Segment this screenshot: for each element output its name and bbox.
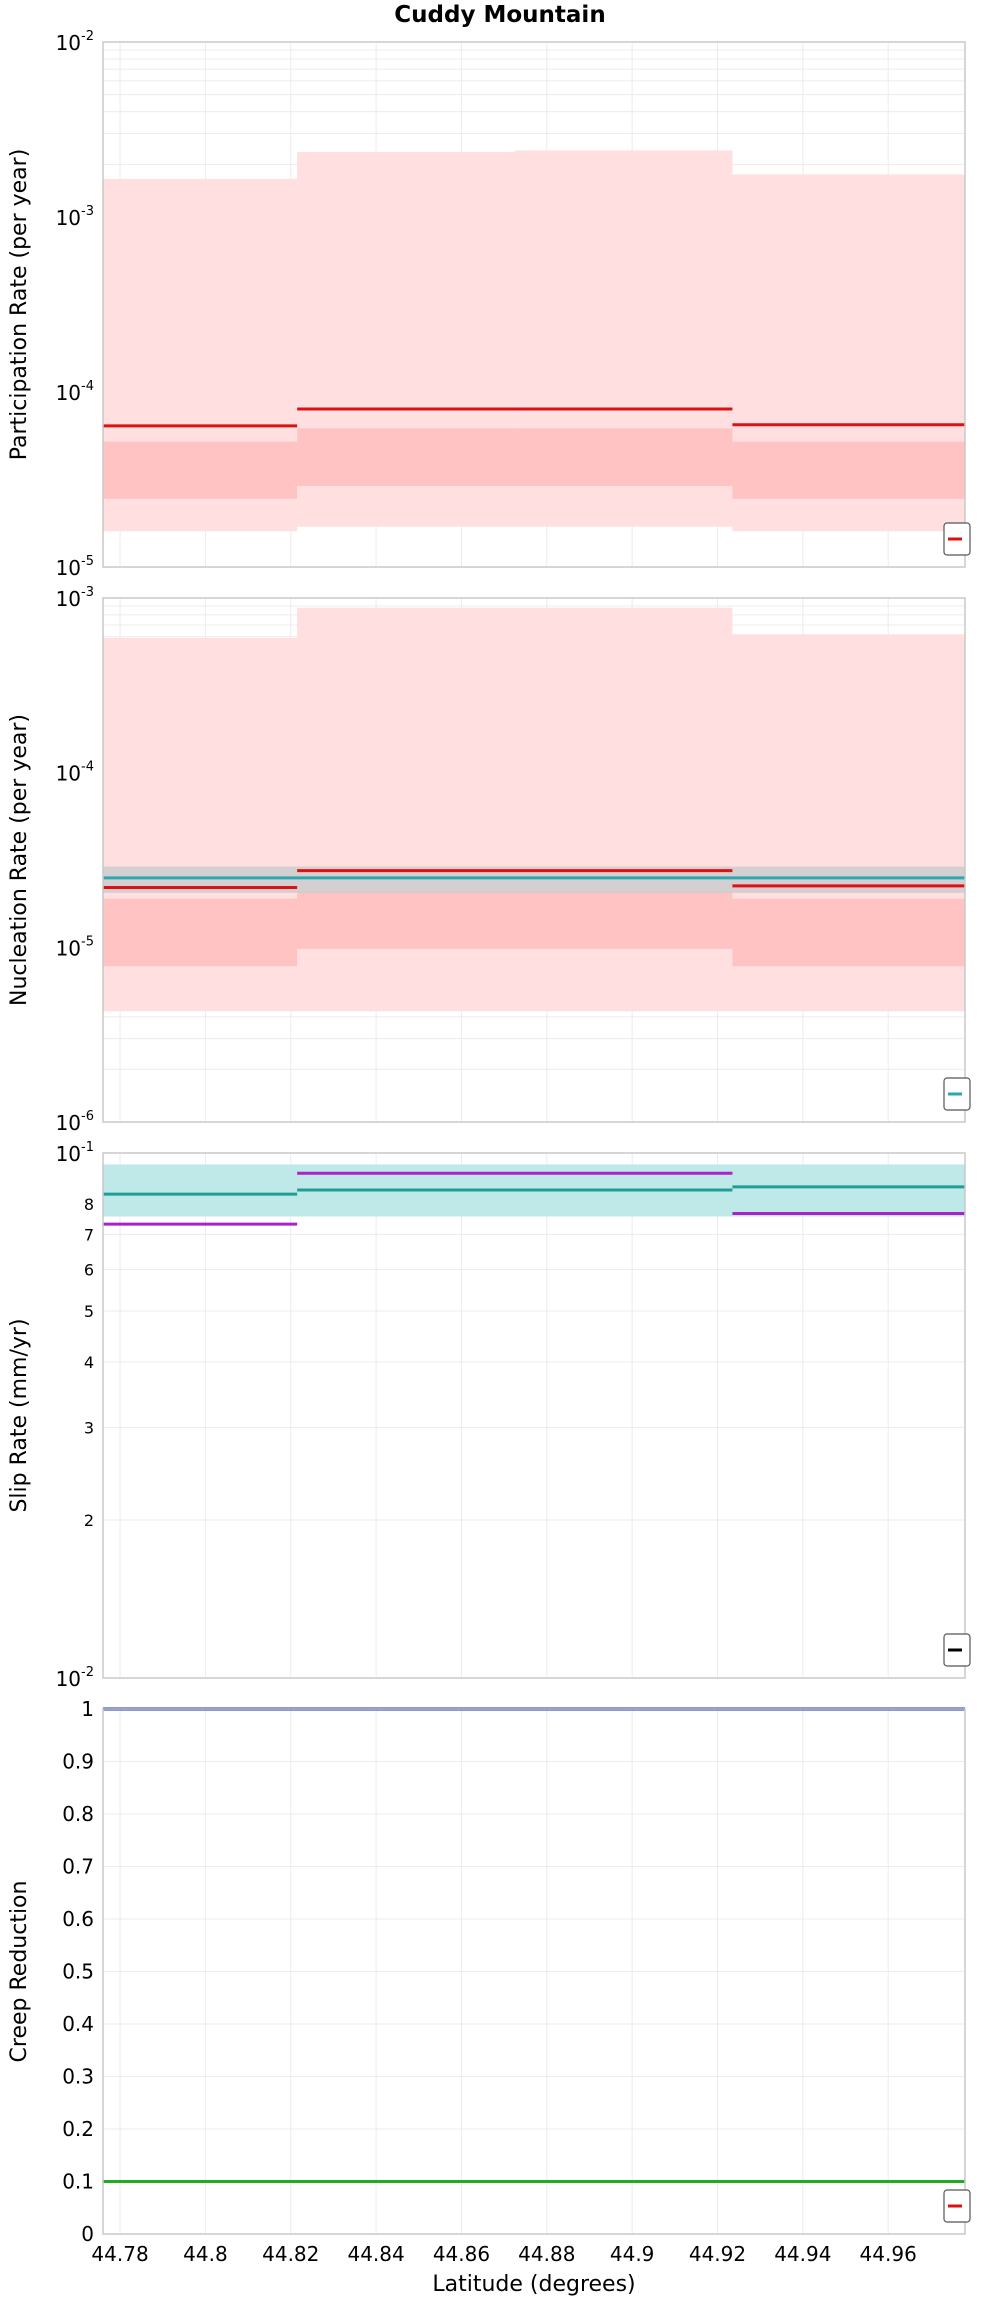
- band-segment: [103, 441, 298, 499]
- series-mean: [103, 407, 965, 428]
- y-tick-label: 10-2: [56, 29, 94, 55]
- plot-frame: [102, 1708, 966, 2235]
- y-tick-label: 10-3: [56, 585, 94, 611]
- y-tick-labels: 10-610-510-410-3: [56, 585, 94, 1135]
- band-segment: [103, 898, 298, 967]
- band-segment: [297, 607, 733, 1012]
- y-axis-title: Slip Rate (mm/yr): [7, 1318, 32, 1512]
- plot-frame: [102, 1152, 966, 1679]
- x-tick-label: 44.86: [433, 2242, 490, 2266]
- y-tick-base: 10: [56, 1667, 81, 1691]
- x-tick-label: 44.8: [183, 2242, 228, 2266]
- y-tick-label: 0.8: [62, 1802, 94, 1826]
- y-tick-label: 0.1: [62, 2170, 94, 2194]
- series-solution: [103, 1171, 965, 1226]
- legend: [943, 2189, 971, 2223]
- x-tick-labels: 44.78 44.8 44.82 44.84 44.86 44.88 44.9 44.92 44…: [91, 2242, 916, 2266]
- band-segment: [732, 898, 965, 967]
- y-tick-base: 10: [56, 31, 81, 55]
- y-tick-label: 10-5: [56, 934, 94, 960]
- series-target: [103, 1185, 965, 1196]
- y-tick-base: 10: [56, 936, 81, 960]
- y-minor-tick-label: 6: [84, 1260, 94, 1279]
- y-tick-label: 10-6: [56, 1109, 94, 1135]
- x-tick-label: 44.78: [91, 2242, 148, 2266]
- plot-frame: [102, 597, 966, 1123]
- y-tick-label: 10-4: [56, 379, 94, 405]
- x-tick-label: 44.88: [518, 2242, 575, 2266]
- y-tick-label: 10-5: [56, 554, 94, 580]
- legend: [943, 522, 971, 556]
- legend: [943, 1077, 971, 1111]
- y-tick-base: 10: [56, 381, 81, 405]
- y-tick-label: 1: [81, 1697, 94, 1721]
- legend: [943, 1633, 971, 1667]
- series-mean: [103, 869, 965, 890]
- y-minor-tick-label: 8: [84, 1195, 94, 1214]
- y-tick-label: 0: [81, 2222, 94, 2246]
- x-tick-label: 44.96: [860, 2242, 917, 2266]
- x-tick-label: 44.82: [262, 2242, 319, 2266]
- y-tick-label: 0.3: [62, 2065, 94, 2089]
- y-minor-tick-label: 4: [84, 1353, 94, 1372]
- y-tick-exponent: -5: [81, 554, 94, 569]
- y-tick-base: 10: [56, 1111, 81, 1135]
- y-tick-label: 10-2: [56, 1665, 94, 1691]
- y-minor-tick-label: 2: [84, 1511, 94, 1530]
- y-tick-label: 0.6: [62, 1907, 94, 1931]
- y-minor-tick-label: 5: [84, 1302, 94, 1321]
- y-tick-base: 10: [56, 762, 81, 786]
- y-tick-label: 0.4: [62, 2012, 94, 2036]
- band-segment: [297, 891, 733, 949]
- band-inner: [103, 428, 965, 499]
- y-axis-title: Nucleation Rate (per year): [7, 714, 32, 1006]
- panel-creep-reduction: 0 0.1 0.2 0.3 0.4 0.5 0.6 0.7 0.8 0.9 1 Creep Reduc…: [7, 1697, 971, 2246]
- plot-frame: [102, 41, 966, 568]
- y-tick-label: 0.9: [62, 1750, 94, 1774]
- figure-title: Cuddy Mountain: [394, 2, 605, 28]
- y-axis-title: Participation Rate (per year): [7, 149, 32, 461]
- x-axis-title: Latitude (degrees): [432, 2272, 635, 2297]
- y-tick-exponent: -4: [81, 760, 94, 775]
- y-tick-exponent: -4: [81, 379, 94, 394]
- x-tick-label: 44.84: [347, 2242, 404, 2266]
- x-tick-label: 44.94: [774, 2242, 831, 2266]
- y-axis-title: Creep Reduction: [7, 1881, 32, 2063]
- y-tick-base: 10: [56, 556, 81, 580]
- y-tick-label: 10-3: [56, 204, 94, 230]
- y-tick-base: 10: [56, 587, 81, 611]
- band-inner: [103, 891, 965, 967]
- y-minor-tick-label: 3: [84, 1419, 94, 1438]
- y-minor-tick-label: 7: [84, 1225, 94, 1244]
- y-tick-exponent: -1: [81, 1140, 94, 1155]
- x-tick-label: 44.92: [689, 2242, 746, 2266]
- y-tick-exponent: -2: [81, 1665, 94, 1680]
- plot-area: [103, 1153, 965, 1678]
- y-tick-labels: 10-510-410-310-2: [56, 29, 94, 580]
- y-tick-exponent: -3: [81, 204, 94, 219]
- band-segment: [732, 441, 965, 499]
- y-tick-label: 0.2: [62, 2117, 94, 2141]
- band-segment: [297, 428, 733, 487]
- y-tick-exponent: -2: [81, 29, 94, 44]
- y-tick-base: 10: [56, 206, 81, 230]
- y-tick-exponent: -5: [81, 934, 94, 949]
- y-tick-base: 10: [56, 1142, 81, 1166]
- y-tick-label: 0.5: [62, 1960, 94, 1984]
- y-tick-exponent: -6: [81, 1109, 94, 1124]
- y-tick-exponent: -3: [81, 585, 94, 600]
- y-tick-labels: 0 0.1 0.2 0.3 0.4 0.5 0.6 0.7 0.8 0.9 1: [62, 1697, 94, 2246]
- y-tick-label: 10-4: [56, 760, 94, 786]
- y-tick-label: 10-1: [56, 1140, 94, 1166]
- x-tick-label: 44.9: [610, 2242, 655, 2266]
- y-tick-label: 0.7: [62, 1855, 94, 1879]
